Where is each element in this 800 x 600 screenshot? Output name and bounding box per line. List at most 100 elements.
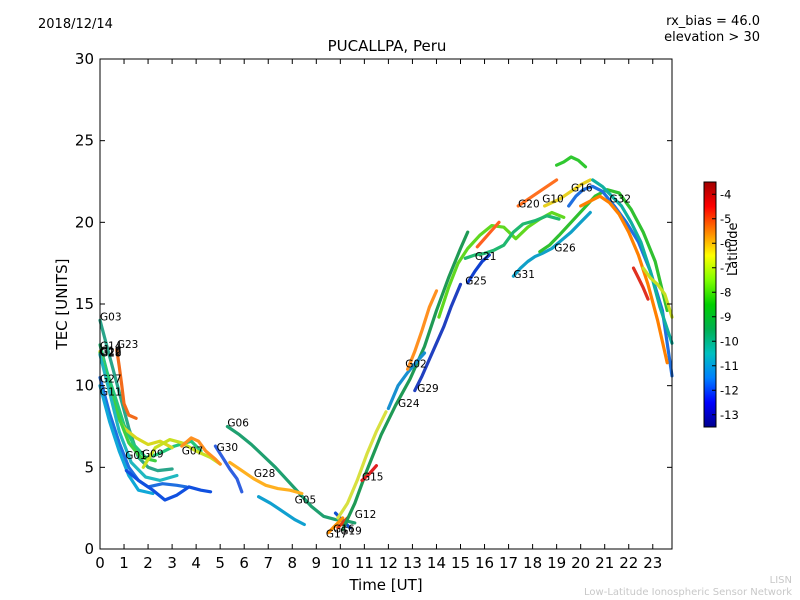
x-tick-label: 11 xyxy=(355,554,374,572)
colorbar-tick-label: -9 xyxy=(720,310,731,324)
series-g20 xyxy=(516,178,559,208)
label-g09: G09 xyxy=(142,449,164,461)
series-g10g xyxy=(554,155,588,169)
x-tick-label: 1 xyxy=(119,554,129,572)
elevation-label: elevation > 30 xyxy=(664,30,760,45)
series-g25b xyxy=(466,253,491,285)
label-g31: G31 xyxy=(513,269,535,281)
label-g14: G14 xyxy=(100,341,122,353)
label-g07: G07 xyxy=(182,445,204,457)
label-g28: G28 xyxy=(254,468,276,480)
colorbar-ticks: -4 -5 -6 -7 -8 -9 -10 -11 -12 -13 xyxy=(712,187,739,422)
series-g28b xyxy=(228,460,304,496)
colorbar-tick-label: -13 xyxy=(720,408,739,422)
series-g17 xyxy=(326,516,345,535)
x-tick-label: 8 xyxy=(287,554,297,572)
y-tick-label: 30 xyxy=(75,50,94,68)
label-g06: G06 xyxy=(227,418,249,430)
footer-network: Low-Latitude Ionospheric Sensor Network xyxy=(584,587,792,598)
series-layer xyxy=(98,155,674,535)
y-tick-label: 20 xyxy=(75,213,94,231)
x-tick-label: 14 xyxy=(427,554,446,572)
label-g10: G10 xyxy=(542,194,564,206)
x-tick-label: 16 xyxy=(475,554,494,572)
label-g11: G11 xyxy=(100,386,122,398)
series-g12 xyxy=(336,410,388,520)
series-g02 xyxy=(406,289,439,371)
label-g30: G30 xyxy=(217,442,239,454)
x-tick-label: 7 xyxy=(263,554,273,572)
series-g31 xyxy=(511,210,592,278)
y-tick-label: 10 xyxy=(75,377,94,395)
date-label: 2018/12/14 xyxy=(38,17,113,32)
x-tick-label: 5 xyxy=(215,554,225,572)
x-tick-label: 21 xyxy=(595,554,614,572)
x-tick-label: 13 xyxy=(403,554,422,572)
label-g32: G32 xyxy=(610,194,632,206)
series-g11 xyxy=(98,384,155,496)
label-g16: G16 xyxy=(333,524,355,536)
label-g25: G25 xyxy=(465,275,487,287)
series-g32b xyxy=(591,178,674,345)
bias-info: rx_bias = 46.0 elevation > 30 xyxy=(664,14,760,46)
x-tick-label: 19 xyxy=(547,554,566,572)
colorbar-label: Latitude xyxy=(726,222,741,276)
series-g07 xyxy=(180,436,222,466)
series-g10 xyxy=(542,178,592,208)
colorbar-tick-label: -8 xyxy=(720,285,731,299)
label-g05: G05 xyxy=(295,494,317,506)
series-g30 xyxy=(213,444,244,494)
series-g01 xyxy=(124,469,213,502)
series-g32r xyxy=(631,266,650,301)
y-tick-label: 0 xyxy=(84,540,94,558)
colorbar-tick-label: -11 xyxy=(720,359,739,373)
series-g28 xyxy=(98,353,179,482)
label-g15: G15 xyxy=(362,471,384,483)
label-g02: G02 xyxy=(405,359,427,371)
series-g29 xyxy=(413,282,463,393)
x-tick-label: 10 xyxy=(331,554,350,572)
x-tick-label: 2 xyxy=(143,554,153,572)
colorbar-tick-label: -12 xyxy=(720,383,739,397)
series-g24 xyxy=(386,351,427,411)
series-g15r xyxy=(360,464,378,482)
x-tick-label: 15 xyxy=(451,554,470,572)
series-g06 xyxy=(225,424,357,525)
label-g18: G18 xyxy=(100,346,122,358)
colorbar-tick-label: -4 xyxy=(720,187,731,201)
y-tick-label: 15 xyxy=(75,295,94,313)
footer-lisn: LISN xyxy=(769,575,792,586)
label-g27: G27 xyxy=(100,373,122,385)
x-tick-label: 0 xyxy=(95,554,105,572)
label-g16: G16 xyxy=(571,182,593,194)
colorbar-tick-label: -10 xyxy=(720,334,739,348)
y-tick-label: 25 xyxy=(75,132,94,150)
series-g32c xyxy=(641,266,674,319)
colorbar-tick-label: -6 xyxy=(720,236,731,250)
y-axis-label: TEC [UNITS] xyxy=(53,259,71,351)
series-g25 xyxy=(437,210,566,319)
x-tick-label: 3 xyxy=(167,554,177,572)
colorbar-tick-label: -5 xyxy=(720,212,731,226)
x-tick-label: 9 xyxy=(312,554,322,572)
series-g05 xyxy=(257,495,306,527)
label-g19: G19 xyxy=(340,525,362,537)
series-g23 xyxy=(115,348,138,420)
label-g22: G22 xyxy=(100,346,122,358)
label-g01: G01 xyxy=(125,450,147,462)
x-tick-label: 12 xyxy=(379,554,398,572)
label-g12: G12 xyxy=(355,509,377,521)
ticks-layer: 0 1 2 3 4 5 6 7 8 9 10 11 12 13 14 15 16 17 18 19 20 21 22 2305… xyxy=(75,50,672,572)
label-g26: G26 xyxy=(554,243,576,255)
x-tick-label: 22 xyxy=(619,554,638,572)
label-g17: G17 xyxy=(326,529,348,541)
x-tick-label: 20 xyxy=(571,554,590,572)
series-g32 xyxy=(579,194,669,365)
label-g20: G20 xyxy=(518,199,540,211)
plot-frame xyxy=(99,58,673,550)
label-g03: G03 xyxy=(100,311,122,323)
x-tick-label: 6 xyxy=(239,554,249,572)
series-g15 xyxy=(341,230,470,532)
label-g24: G24 xyxy=(398,398,420,410)
